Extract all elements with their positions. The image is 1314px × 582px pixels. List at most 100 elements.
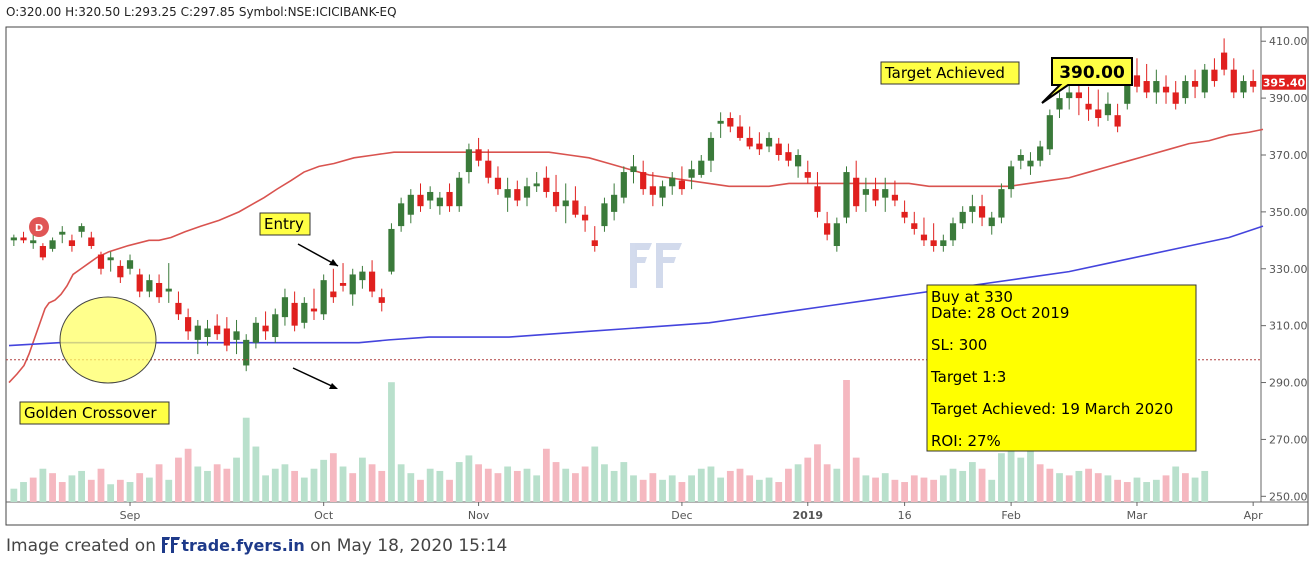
volume-bar xyxy=(465,455,473,502)
y-tick-label: 350.00 xyxy=(1269,206,1308,219)
candle-body xyxy=(620,172,627,198)
candle-body xyxy=(88,237,95,247)
volume-bar xyxy=(136,473,144,502)
candle-body xyxy=(707,137,715,161)
candle-body xyxy=(359,271,366,281)
candle-body xyxy=(310,308,318,312)
candle-body xyxy=(678,180,686,190)
candle-body xyxy=(978,206,986,218)
volume-bar xyxy=(688,475,695,502)
candle-body xyxy=(756,143,763,150)
candle-body xyxy=(504,189,511,198)
x-tick-label: Sep xyxy=(120,509,141,522)
volume-bar xyxy=(1162,475,1170,502)
candle-body xyxy=(204,328,211,338)
volume-bar xyxy=(533,475,541,502)
volume-bar xyxy=(630,475,637,502)
candle-body xyxy=(940,240,947,247)
candle-body xyxy=(1153,81,1160,93)
candle-body xyxy=(1201,69,1208,93)
candle-body xyxy=(368,271,376,292)
volume-bar xyxy=(68,475,76,502)
candle-body xyxy=(552,191,560,207)
candle-body xyxy=(30,240,37,244)
candle-body xyxy=(146,280,153,292)
entry-arrow-up-head xyxy=(329,259,338,266)
info-date: Date: 28 Oct 2019 xyxy=(931,304,1069,322)
candle-body xyxy=(223,328,230,346)
volume-bar xyxy=(388,382,395,502)
volume-bar xyxy=(87,479,95,502)
volume-bar xyxy=(1094,473,1102,502)
volume-bar xyxy=(204,470,211,502)
volume-bar xyxy=(10,488,18,502)
y-tick-label: 330.00 xyxy=(1269,263,1308,276)
candle-body xyxy=(330,291,337,298)
candle-body xyxy=(1037,146,1044,161)
volume-bar xyxy=(523,468,531,502)
volume-bar xyxy=(930,479,938,502)
volume-bar xyxy=(852,457,860,502)
price-chart[interactable]: 410.00 390.00 370.00 350.00 330.00 310.00 290.… xyxy=(0,0,1314,530)
volume-bar xyxy=(1181,473,1189,502)
candle-body xyxy=(49,240,56,249)
x-tick-label: 2019 xyxy=(792,509,823,522)
candle-body xyxy=(533,183,540,187)
volume-bar xyxy=(368,464,376,502)
footer-brand-link[interactable]: trade.fyers.in xyxy=(181,536,305,555)
candle-body xyxy=(301,302,308,323)
candle-body xyxy=(485,160,492,178)
candle-body xyxy=(630,166,637,173)
volume-bar xyxy=(881,473,889,502)
volume-bar xyxy=(649,473,657,502)
candle-body xyxy=(669,177,676,187)
info-roi: ROI: 27% xyxy=(931,432,1001,450)
volume-bar xyxy=(601,464,608,502)
entry-arrow-down xyxy=(292,367,337,389)
candle-body xyxy=(117,265,124,278)
volume-bar xyxy=(1065,475,1073,502)
candle-body xyxy=(175,302,182,315)
volume-bar xyxy=(1152,479,1160,502)
plot-border xyxy=(5,26,1309,526)
symbol-value: NSE:ICICIBANK-EQ xyxy=(287,5,397,19)
volume-bar xyxy=(1172,466,1180,502)
candle-body xyxy=(107,257,114,261)
candle-body xyxy=(804,172,811,178)
volume-bar xyxy=(513,470,521,502)
candle-body xyxy=(194,325,201,340)
candle-body xyxy=(1250,81,1257,87)
volume-bar xyxy=(436,470,444,502)
volume-bar xyxy=(814,444,821,502)
candle-body xyxy=(155,282,163,298)
candle-body xyxy=(1017,154,1024,161)
close-label: C: xyxy=(180,5,193,19)
volume-bar xyxy=(446,479,453,502)
volume-bar xyxy=(281,464,289,502)
fyers-logo-icon xyxy=(161,536,181,554)
volume-bar xyxy=(407,473,415,502)
low-label: L: xyxy=(124,5,135,19)
y-tick-label: 390.00 xyxy=(1269,92,1308,105)
candle-body xyxy=(969,206,976,212)
candle-body xyxy=(833,223,840,247)
volume-bar xyxy=(1085,468,1092,502)
y-tick-label: 290.00 xyxy=(1269,377,1308,390)
volume-bar xyxy=(455,462,463,502)
ohlc-header: O:320.00 H:320.50 L:293.25 C:297.85 Symb… xyxy=(6,5,397,19)
info-buy: Buy at 330 xyxy=(931,288,1013,306)
candle-body xyxy=(1191,81,1199,87)
candle-body xyxy=(1143,81,1150,93)
candle-body xyxy=(214,325,221,335)
candle-body xyxy=(949,223,957,241)
volume-bar xyxy=(262,475,269,502)
candle-body xyxy=(640,172,647,190)
candle-body xyxy=(601,203,608,227)
candle-body xyxy=(794,154,802,167)
volume-bar xyxy=(746,475,754,502)
candle-body xyxy=(1104,103,1112,116)
candle-body xyxy=(1008,166,1015,190)
candle-body xyxy=(262,325,269,332)
volume-bar xyxy=(1027,450,1034,502)
candle-body xyxy=(272,314,279,338)
